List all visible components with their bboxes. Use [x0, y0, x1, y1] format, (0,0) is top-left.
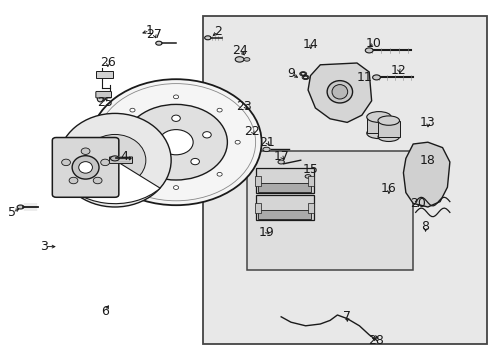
Text: 23: 23 — [236, 100, 252, 113]
Text: 3: 3 — [40, 240, 48, 253]
Ellipse shape — [235, 140, 240, 144]
Text: 27: 27 — [146, 28, 162, 41]
Ellipse shape — [277, 160, 284, 164]
Ellipse shape — [235, 57, 244, 62]
Ellipse shape — [326, 81, 352, 103]
Polygon shape — [307, 63, 371, 122]
Ellipse shape — [171, 115, 180, 121]
Wedge shape — [60, 160, 160, 204]
Ellipse shape — [217, 108, 222, 112]
Ellipse shape — [130, 108, 135, 112]
Ellipse shape — [17, 205, 24, 209]
Text: 4: 4 — [121, 150, 128, 163]
Text: 1: 1 — [145, 24, 153, 37]
Ellipse shape — [72, 156, 99, 179]
FancyBboxPatch shape — [255, 168, 313, 193]
Ellipse shape — [59, 113, 171, 207]
Bar — [366, 117, 390, 133]
Bar — [203, 16, 486, 344]
Text: 13: 13 — [419, 116, 435, 129]
Text: 12: 12 — [390, 64, 406, 77]
Text: 14: 14 — [302, 39, 318, 51]
FancyBboxPatch shape — [109, 157, 132, 163]
Text: 7: 7 — [343, 310, 350, 323]
Text: 25: 25 — [97, 96, 113, 109]
Text: 15: 15 — [302, 163, 318, 176]
Ellipse shape — [97, 96, 103, 102]
Ellipse shape — [366, 112, 390, 122]
FancyBboxPatch shape — [307, 176, 313, 186]
FancyBboxPatch shape — [307, 203, 313, 213]
Bar — [377, 121, 399, 137]
Text: 16: 16 — [380, 183, 396, 195]
Ellipse shape — [79, 162, 92, 173]
FancyBboxPatch shape — [254, 176, 260, 186]
Ellipse shape — [366, 128, 390, 139]
FancyBboxPatch shape — [255, 195, 313, 220]
Ellipse shape — [159, 130, 193, 155]
FancyBboxPatch shape — [96, 91, 111, 98]
Ellipse shape — [305, 175, 310, 178]
Ellipse shape — [152, 158, 161, 165]
Ellipse shape — [204, 36, 211, 40]
Ellipse shape — [372, 75, 380, 80]
Text: 26: 26 — [100, 57, 115, 69]
Text: 8: 8 — [421, 220, 428, 233]
Circle shape — [101, 159, 109, 166]
Ellipse shape — [202, 132, 211, 138]
FancyBboxPatch shape — [96, 71, 113, 78]
FancyBboxPatch shape — [52, 138, 119, 197]
Text: 2: 2 — [213, 25, 221, 38]
Text: 19: 19 — [258, 226, 274, 239]
Ellipse shape — [377, 116, 399, 125]
Text: 24: 24 — [231, 44, 247, 57]
Ellipse shape — [365, 48, 372, 53]
Text: 17: 17 — [273, 150, 288, 163]
Circle shape — [69, 177, 78, 184]
Polygon shape — [403, 142, 449, 207]
Ellipse shape — [217, 172, 222, 176]
FancyBboxPatch shape — [258, 210, 311, 219]
Bar — [246, 151, 412, 270]
Text: 21: 21 — [258, 136, 274, 149]
Text: 20: 20 — [409, 197, 425, 210]
Ellipse shape — [173, 186, 178, 189]
Ellipse shape — [173, 95, 178, 99]
Ellipse shape — [110, 156, 119, 161]
Ellipse shape — [244, 58, 249, 61]
Text: 11: 11 — [356, 71, 371, 84]
Ellipse shape — [90, 79, 261, 205]
Ellipse shape — [377, 132, 399, 141]
Circle shape — [93, 177, 102, 184]
FancyBboxPatch shape — [258, 183, 311, 192]
Text: 28: 28 — [368, 334, 384, 347]
Text: 9: 9 — [286, 67, 294, 80]
Ellipse shape — [331, 85, 347, 99]
Ellipse shape — [141, 132, 149, 138]
Ellipse shape — [190, 158, 199, 165]
Text: 5: 5 — [8, 206, 16, 219]
Circle shape — [81, 148, 90, 154]
Circle shape — [61, 159, 70, 166]
Text: 10: 10 — [366, 37, 381, 50]
Ellipse shape — [155, 41, 162, 45]
Ellipse shape — [112, 140, 117, 144]
Ellipse shape — [124, 104, 227, 180]
Ellipse shape — [130, 172, 135, 176]
Ellipse shape — [263, 147, 270, 152]
Text: 18: 18 — [419, 154, 435, 167]
Ellipse shape — [84, 134, 145, 186]
Text: 22: 22 — [244, 125, 259, 138]
Text: 6: 6 — [101, 305, 109, 318]
FancyBboxPatch shape — [254, 203, 260, 213]
